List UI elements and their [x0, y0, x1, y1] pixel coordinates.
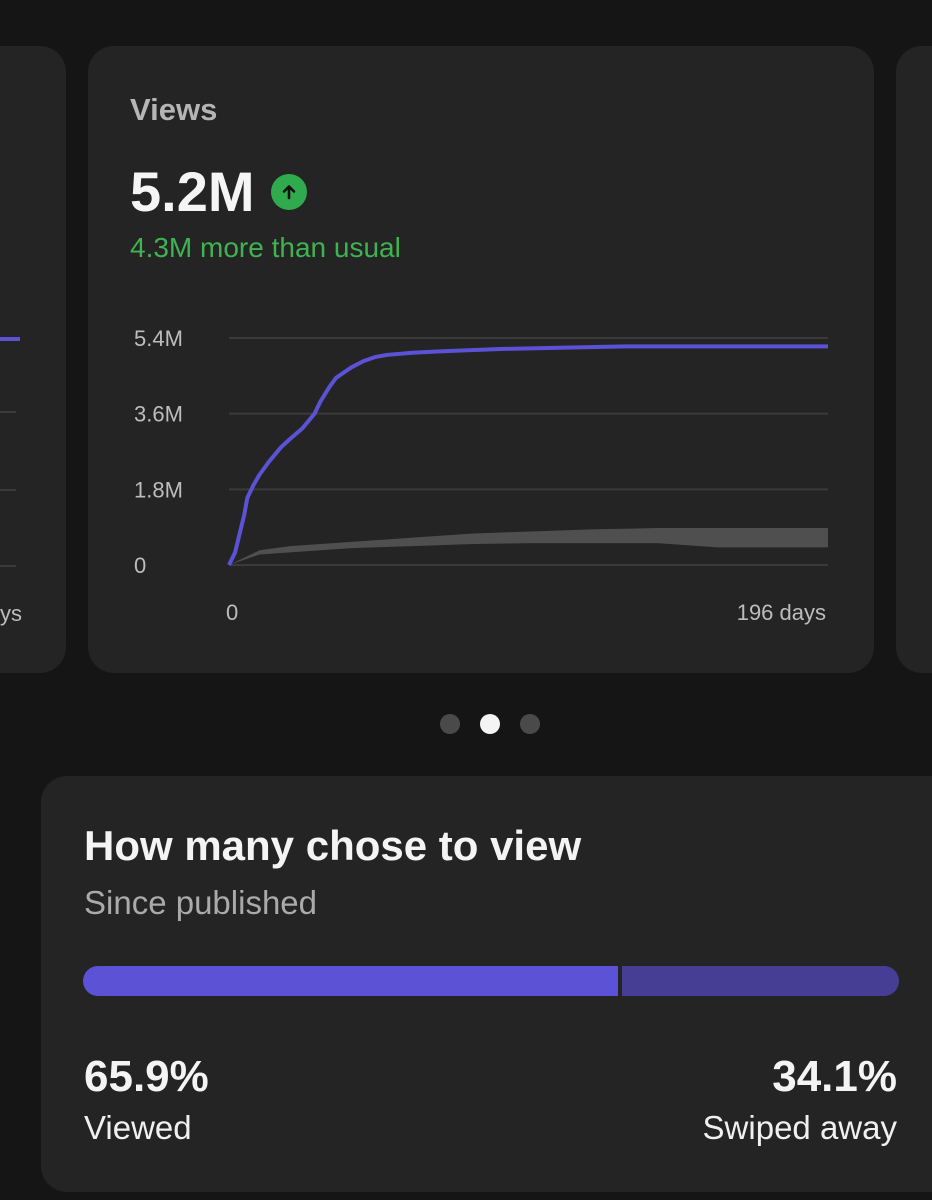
- pagination-dot[interactable]: [440, 714, 460, 734]
- view-ratio-subtitle: Since published: [84, 884, 317, 921]
- view-ratio-title: How many chose to view: [84, 822, 582, 869]
- y-tick-label: 5.4M: [134, 326, 183, 351]
- views-series-line: [227, 344, 828, 566]
- viewed-percentage: 65.9%: [84, 1052, 209, 1101]
- views-value-row: 5.2M: [130, 164, 307, 220]
- y-tick-label: 0: [134, 553, 146, 578]
- x-tick-start: 0: [226, 600, 238, 625]
- views-card[interactable]: Views 5.2M 4.3M more than usual 5.4M 3.6M…: [88, 46, 874, 673]
- segment-divider: [618, 966, 623, 996]
- arrow-up-icon: [270, 174, 307, 210]
- next-metric-card[interactable]: [896, 46, 932, 673]
- views-chart: 5.4M 3.6M 1.8M 0 0 196 days: [134, 326, 828, 625]
- viewed-segment: [83, 966, 619, 996]
- previous-x-tick-end: ys: [0, 601, 22, 626]
- swiped-percentage: 34.1%: [772, 1052, 897, 1101]
- previous-metric-chart: ys: [0, 337, 22, 626]
- typical-range-band: [229, 528, 828, 565]
- views-label: Views: [130, 92, 218, 127]
- views-delta: 4.3M more than usual: [130, 232, 401, 263]
- pagination-dot-active[interactable]: [480, 714, 500, 734]
- view-ratio-card: How many chose to view Since published 6…: [41, 776, 932, 1192]
- swiped-label: Swiped away: [702, 1109, 897, 1146]
- view-ratio-bar: [83, 966, 899, 996]
- pagination-dot[interactable]: [520, 714, 540, 734]
- previous-metric-card[interactable]: ys: [0, 46, 66, 673]
- y-tick-label: 3.6M: [134, 402, 183, 427]
- swiped-segment: [622, 966, 899, 996]
- y-tick-label: 1.8M: [134, 477, 183, 502]
- carousel-pagination: [440, 714, 540, 734]
- viewed-label: Viewed: [84, 1109, 192, 1146]
- views-value: 5.2M: [130, 160, 255, 223]
- x-tick-end: 196 days: [737, 600, 826, 625]
